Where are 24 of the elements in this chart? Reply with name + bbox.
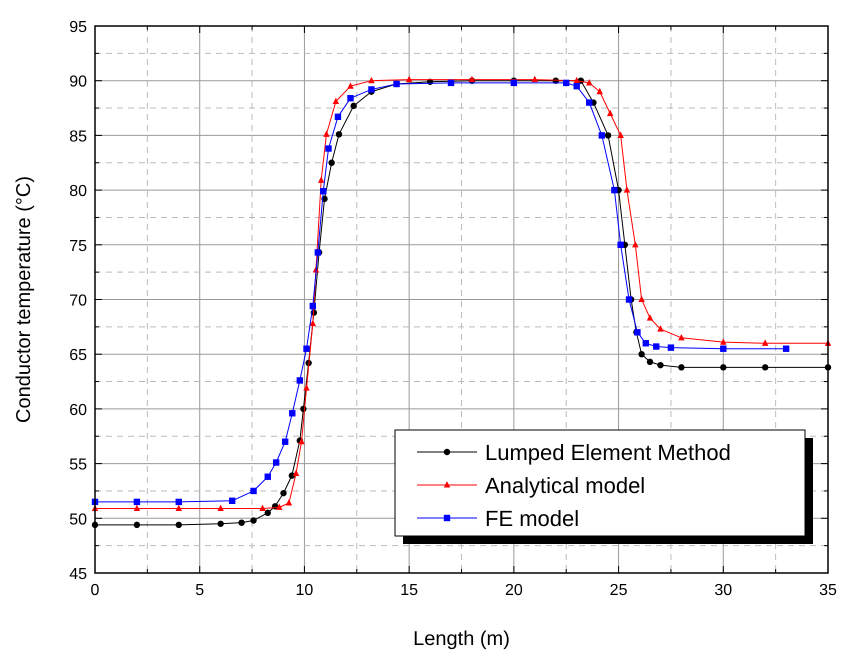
y-tick-label: 70 <box>69 292 88 310</box>
y-tick-label: 80 <box>69 183 88 200</box>
x-tick-label: 5 <box>195 582 204 599</box>
y-axis-title: Conductor temperature (°C) <box>13 176 35 423</box>
y-tick-label: 50 <box>69 511 88 528</box>
x-tick-label: 30 <box>714 582 732 599</box>
x-tick-label: 10 <box>296 582 314 599</box>
y-tick-label: 55 <box>69 456 88 474</box>
legend-label: Lumped Element Method <box>485 440 731 465</box>
x-tick-label: 25 <box>610 582 628 599</box>
y-tick-label: 45 <box>69 566 88 583</box>
y-tick-label: 85 <box>69 128 88 146</box>
x-tick-label: 0 <box>90 582 100 599</box>
y-tick-label: 75 <box>69 238 88 255</box>
x-tick-label: 20 <box>504 582 523 599</box>
x-tick-label: 15 <box>400 582 418 599</box>
x-tick-label: 35 <box>819 582 837 599</box>
y-tick-label: 90 <box>69 74 88 91</box>
x-axis-title: Length (m) <box>413 628 510 650</box>
y-tick-label: 65 <box>69 347 88 364</box>
y-tick-label: 60 <box>69 402 88 419</box>
legend-label: Analytical model <box>485 473 646 498</box>
y-tick-label: 95 <box>69 19 88 36</box>
legend-label: FE model <box>485 506 580 531</box>
